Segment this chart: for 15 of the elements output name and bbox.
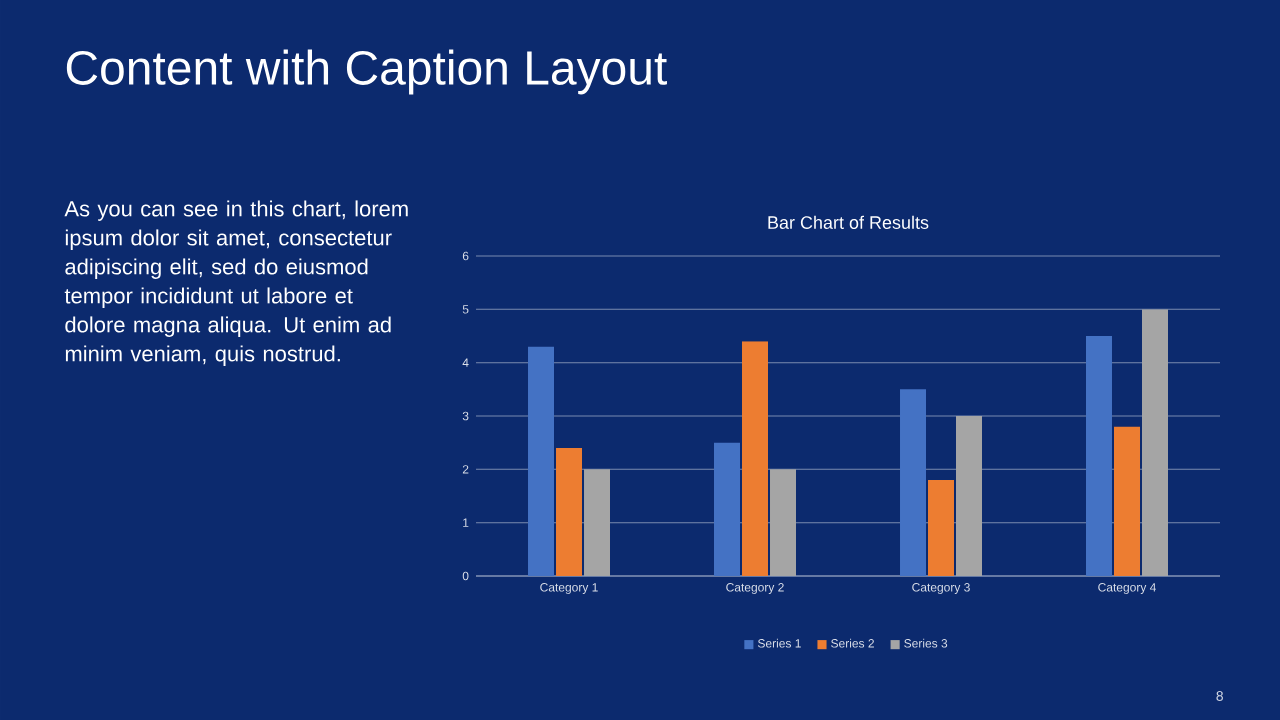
bar <box>584 469 610 576</box>
bar <box>1114 426 1140 576</box>
text: Content with Caption Layout <box>66 49 667 95</box>
bar <box>928 480 954 576</box>
bar <box>742 341 769 576</box>
bar <box>1142 309 1168 576</box>
text: As you can see in this chart, lorem ipsum dolor sit amet, consectetur adipiscing elit, sed do eiusmod tempor incididunt ut labore et dolore magna aliqua. Ut enim ad minim veniam, quis nostrud. <box>64 200 408 366</box>
chart-title: Bar Chart of Results <box>768 215 929 229</box>
bar <box>1086 336 1112 576</box>
bar <box>528 346 555 576</box>
bar <box>770 469 796 576</box>
bar <box>556 448 583 576</box>
bar <box>956 416 983 576</box>
bar <box>714 442 740 576</box>
bar <box>900 389 926 576</box>
